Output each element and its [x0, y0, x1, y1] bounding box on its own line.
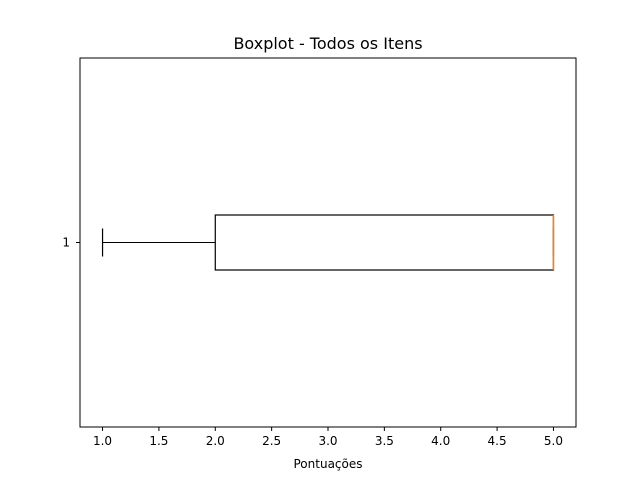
y-axis-ticks: 1	[62, 236, 80, 250]
x-tick-label: 5.0	[544, 434, 563, 448]
x-tick-label: 1.5	[149, 434, 168, 448]
x-tick-label: 1.0	[93, 434, 112, 448]
x-axis-label: Pontuações	[294, 457, 363, 471]
x-tick-label: 2.5	[262, 434, 281, 448]
x-tick-label: 4.5	[488, 434, 507, 448]
x-tick-label: 3.0	[318, 434, 337, 448]
chart-title: Boxplot - Todos os Itens	[233, 34, 422, 53]
x-tick-label: 4.0	[431, 434, 450, 448]
plot-area	[79, 57, 577, 428]
x-tick-label: 3.5	[375, 434, 394, 448]
box-iqr	[214, 214, 555, 271]
x-axis-ticks: 1.0 1.5 2.0 2.5 3.0 3.5 4.0 4.5 5.0	[93, 427, 563, 448]
y-tick-label: 1	[62, 236, 70, 250]
x-tick-label: 2.0	[206, 434, 225, 448]
